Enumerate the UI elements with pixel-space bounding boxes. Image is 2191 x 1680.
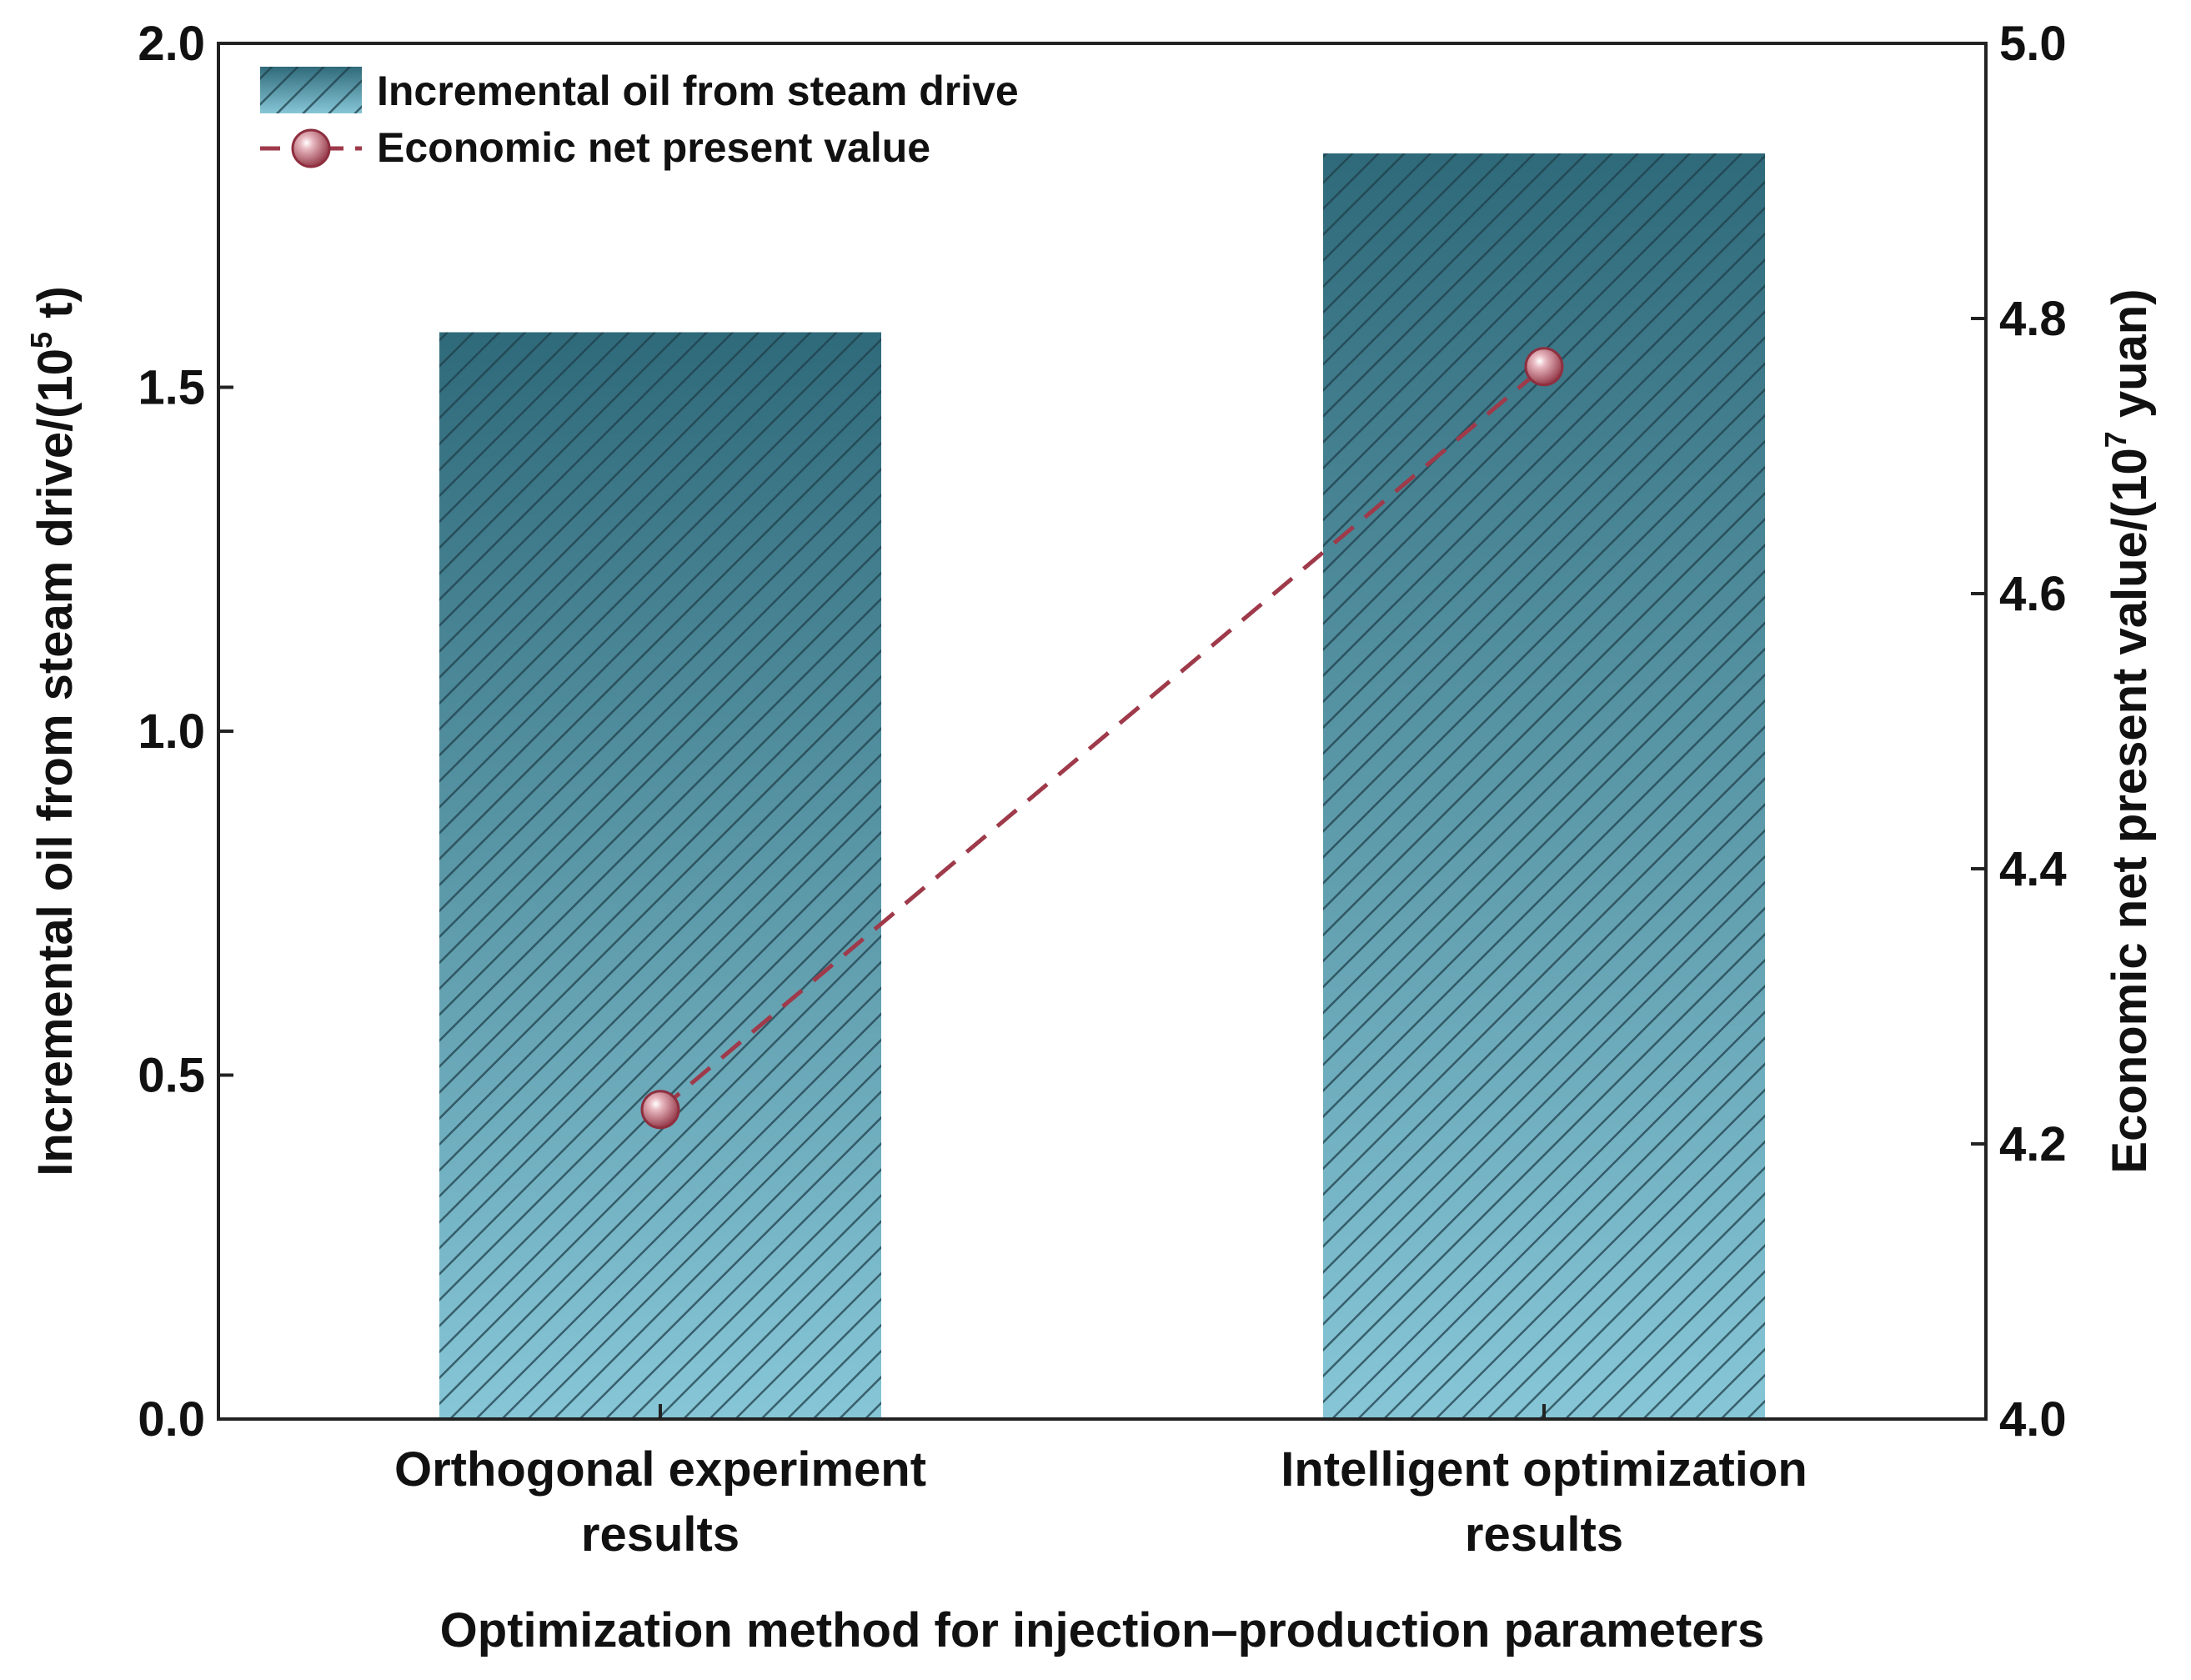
right-tick-label-1: 4.2 — [1999, 1117, 2067, 1171]
legend-bar-label: Incremental oil from steam drive — [377, 68, 1019, 114]
npv-point-0 — [640, 1090, 680, 1130]
bars-layer — [439, 153, 1765, 1419]
right-tick-label-0: 4.0 — [1999, 1392, 2067, 1447]
left-tick-label-1: 0.5 — [138, 1049, 205, 1103]
left-tick-label-4: 2.0 — [138, 17, 205, 71]
bar-hatch-0 — [439, 332, 881, 1419]
left-tick-label-0: 0.0 — [138, 1392, 205, 1447]
x-tick-label-0-0: Orthogonal experiment — [394, 1442, 926, 1497]
legend: Incremental oil from steam drive Economi… — [260, 67, 1019, 171]
right-tick-label-5: 5.0 — [1999, 17, 2067, 71]
line-layer — [640, 347, 1564, 1130]
right-tick-label-2: 4.4 — [1999, 842, 2067, 896]
legend-line-label: Economic net present value — [377, 124, 930, 171]
right-tick-label-4: 4.8 — [1999, 292, 2067, 346]
right-tick-label-3: 4.6 — [1999, 567, 2067, 621]
npv-point-1 — [1524, 347, 1564, 387]
legend-bar-swatch-hatch — [260, 67, 362, 113]
left-axis-title: Incremental oil from steam drive/(105 t) — [24, 286, 83, 1176]
legend-line-marker — [291, 128, 331, 168]
x-tick-label-0-1: results — [581, 1507, 740, 1562]
x-tick-label-1-1: results — [1465, 1507, 1623, 1562]
left-axis: 0.0 0.5 1.0 1.5 2.0 — [138, 17, 233, 1447]
bar-hatch-1 — [1323, 153, 1765, 1419]
npv-line — [659, 364, 1546, 1111]
right-axis: 4.0 4.2 4.4 4.6 4.8 5.0 — [1971, 17, 2067, 1447]
left-tick-label-2: 1.0 — [138, 705, 205, 759]
x-tick-label-1-0: Intelligent optimization — [1281, 1442, 1807, 1497]
left-tick-label-3: 1.5 — [138, 361, 205, 415]
x-axis-title: Optimization method for injection–produc… — [440, 1603, 1765, 1657]
x-axis: Orthogonal experiment results Intelligent … — [394, 1404, 1807, 1562]
right-axis-title: Economic net present value/(107 yuan) — [2098, 288, 2157, 1173]
